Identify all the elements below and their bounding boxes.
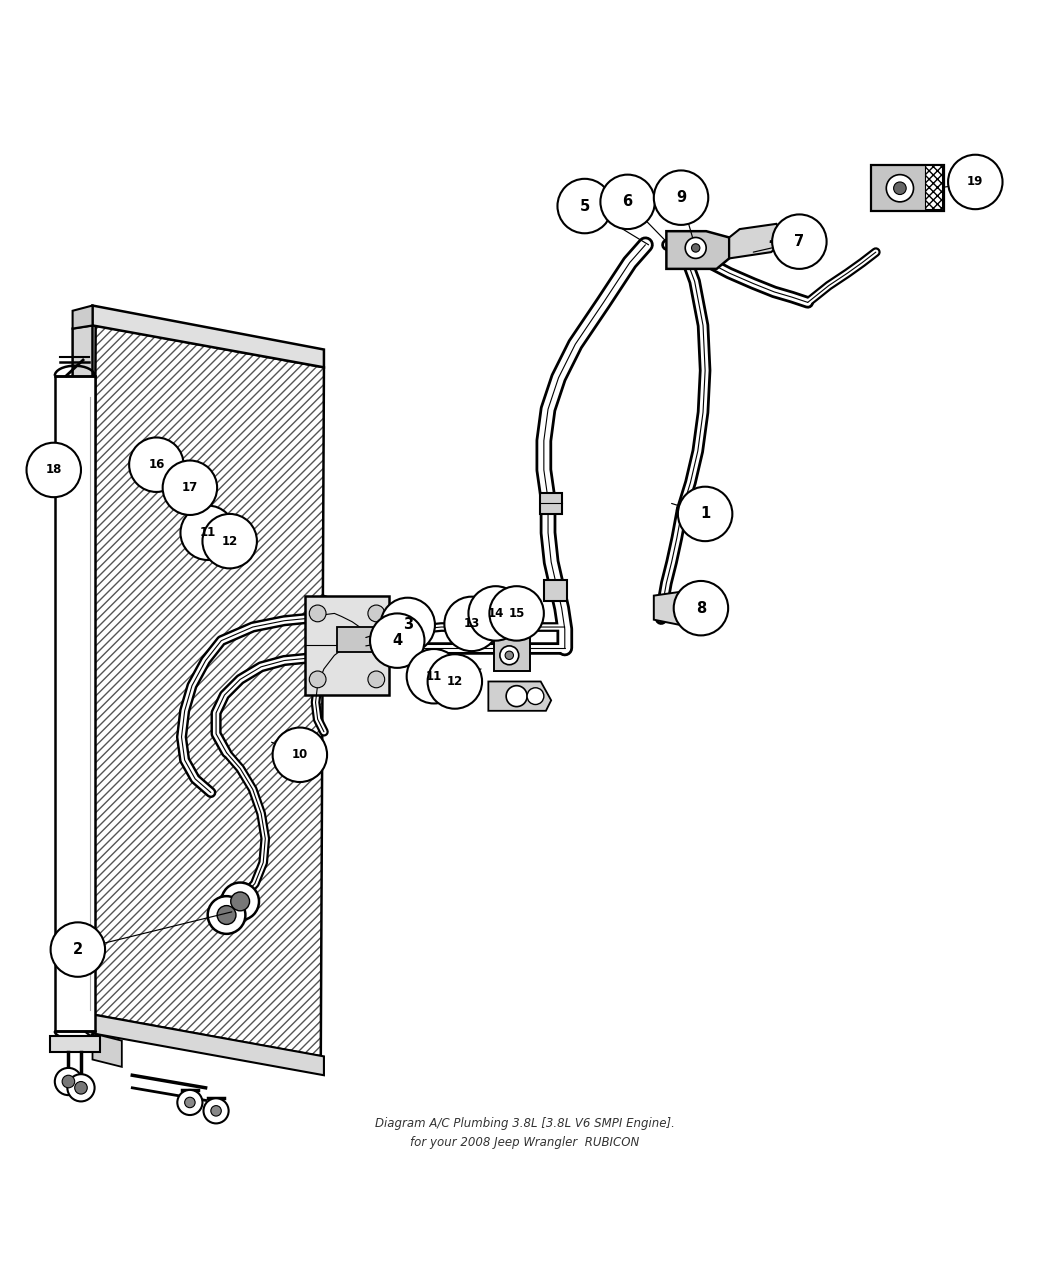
Circle shape <box>310 606 327 622</box>
Text: 19: 19 <box>967 176 984 189</box>
Circle shape <box>654 171 709 224</box>
Polygon shape <box>729 224 786 259</box>
Polygon shape <box>92 1033 122 1067</box>
Circle shape <box>789 238 803 254</box>
Circle shape <box>500 646 519 664</box>
Text: 12: 12 <box>222 534 237 548</box>
Circle shape <box>506 686 527 706</box>
Circle shape <box>181 506 235 560</box>
Text: 17: 17 <box>182 481 198 495</box>
Circle shape <box>177 1090 203 1116</box>
Circle shape <box>678 487 732 541</box>
Circle shape <box>505 652 513 659</box>
Circle shape <box>468 586 523 640</box>
Text: 2: 2 <box>72 942 83 958</box>
Circle shape <box>50 922 105 977</box>
Text: 10: 10 <box>292 748 308 761</box>
Polygon shape <box>49 1037 100 1052</box>
Circle shape <box>163 460 217 515</box>
Circle shape <box>427 654 482 709</box>
Polygon shape <box>336 627 373 652</box>
Polygon shape <box>488 681 551 710</box>
Polygon shape <box>654 590 714 627</box>
Bar <box>870 166 944 212</box>
Text: 9: 9 <box>676 190 686 205</box>
Polygon shape <box>544 580 567 601</box>
Text: 3: 3 <box>402 617 413 632</box>
Circle shape <box>406 649 461 704</box>
Circle shape <box>26 442 81 497</box>
Circle shape <box>75 1081 87 1094</box>
Polygon shape <box>667 231 729 269</box>
Circle shape <box>444 597 499 652</box>
Circle shape <box>558 179 612 233</box>
Text: 11: 11 <box>425 669 442 682</box>
Bar <box>925 166 942 209</box>
Circle shape <box>686 237 707 259</box>
Circle shape <box>67 1075 94 1102</box>
Polygon shape <box>92 306 324 367</box>
Circle shape <box>368 606 384 622</box>
Polygon shape <box>92 1015 324 1075</box>
Circle shape <box>601 175 655 230</box>
Text: 15: 15 <box>508 607 525 620</box>
Circle shape <box>405 646 418 659</box>
Circle shape <box>948 154 1003 209</box>
Circle shape <box>217 905 236 924</box>
Circle shape <box>273 728 328 782</box>
Polygon shape <box>72 306 92 329</box>
Circle shape <box>203 514 257 569</box>
Circle shape <box>231 892 250 910</box>
Polygon shape <box>72 998 92 1038</box>
Circle shape <box>675 599 696 620</box>
Text: 4: 4 <box>393 634 402 648</box>
Circle shape <box>674 581 728 635</box>
Text: 16: 16 <box>148 458 165 472</box>
Circle shape <box>185 1098 195 1108</box>
Polygon shape <box>72 325 92 1015</box>
Text: 14: 14 <box>487 607 504 620</box>
Polygon shape <box>494 629 530 671</box>
Circle shape <box>310 671 327 687</box>
Text: 13: 13 <box>463 617 480 630</box>
Circle shape <box>405 626 418 639</box>
Polygon shape <box>324 595 338 648</box>
Circle shape <box>380 598 435 652</box>
Text: 12: 12 <box>446 674 463 688</box>
Circle shape <box>129 437 184 492</box>
Circle shape <box>489 586 544 640</box>
Text: 8: 8 <box>696 601 706 616</box>
Circle shape <box>886 175 914 201</box>
Bar <box>55 376 94 1031</box>
Circle shape <box>692 244 700 252</box>
Text: 6: 6 <box>623 194 633 209</box>
Text: 11: 11 <box>200 527 216 539</box>
Circle shape <box>527 687 544 705</box>
Circle shape <box>55 1068 82 1095</box>
Text: 5: 5 <box>580 199 590 213</box>
Circle shape <box>222 882 259 921</box>
Circle shape <box>370 613 424 668</box>
Text: 18: 18 <box>45 463 62 477</box>
Bar <box>306 595 388 695</box>
Text: 1: 1 <box>700 506 710 521</box>
Circle shape <box>772 214 826 269</box>
Circle shape <box>208 896 246 933</box>
Circle shape <box>368 671 384 687</box>
Circle shape <box>204 1098 229 1123</box>
Text: Diagram A/C Plumbing 3.8L [3.8L V6 SMPI Engine].
for your 2008 Jeep Wrangler  RU: Diagram A/C Plumbing 3.8L [3.8L V6 SMPI … <box>375 1117 675 1149</box>
Circle shape <box>62 1075 75 1088</box>
Polygon shape <box>92 325 324 1057</box>
Polygon shape <box>540 493 562 514</box>
Text: 7: 7 <box>794 235 804 249</box>
Circle shape <box>211 1105 222 1116</box>
Circle shape <box>894 182 906 195</box>
